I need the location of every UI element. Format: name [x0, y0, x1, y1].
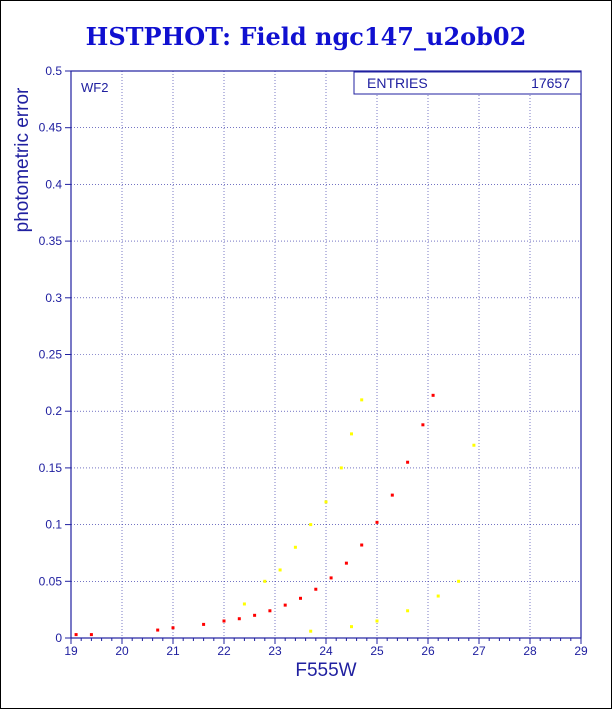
y-tick-label: 0.05	[39, 574, 63, 588]
data-point	[314, 587, 318, 591]
data-point	[89, 633, 93, 637]
x-tick-label: 20	[115, 644, 129, 658]
x-tick-label: 26	[421, 644, 435, 658]
stats-box	[353, 71, 582, 95]
data-point	[375, 520, 379, 524]
y-axis-label: photometric error	[12, 87, 33, 232]
grid-lines	[70, 70, 582, 639]
data-point	[350, 625, 353, 629]
y-tick-label: 0.25	[39, 348, 63, 362]
x-axis-label: F555W	[295, 660, 356, 681]
axis-ticks: 19 20 21 22 23 24 25 26 27 28 29 0 0.05 0.1 0.15 0.2 0.2…	[39, 64, 588, 658]
x-tick-label: 19	[64, 644, 78, 658]
y-tick-label: 0.1	[45, 518, 62, 532]
data-point	[431, 393, 435, 397]
data-point	[253, 613, 257, 617]
x-tick-label: 27	[472, 644, 486, 658]
data-points	[74, 393, 476, 637]
stats-value: 17657	[531, 75, 570, 91]
data-point	[457, 579, 461, 583]
data-point	[360, 398, 364, 402]
data-point	[268, 609, 272, 613]
data-point	[283, 603, 287, 607]
data-point	[242, 602, 246, 606]
data-point	[329, 576, 333, 580]
data-point	[171, 626, 175, 630]
data-point	[299, 596, 302, 600]
data-point	[472, 443, 476, 447]
y-tick-label: 0.3	[45, 291, 62, 305]
x-tick-label: 28	[523, 644, 537, 658]
data-point	[406, 460, 410, 464]
data-point	[156, 628, 160, 632]
y-tick-label: 0.45	[39, 121, 63, 135]
x-tick-label: 22	[217, 644, 231, 658]
data-point	[390, 493, 394, 497]
chart-title: HSTPHOT: Field ngc147_u2ob02	[85, 22, 527, 51]
y-tick-label: 0.2	[45, 404, 62, 418]
data-point	[436, 594, 440, 598]
data-point	[309, 629, 313, 633]
data-point	[278, 568, 282, 572]
data-point	[74, 633, 78, 637]
data-point	[202, 622, 206, 626]
data-point	[360, 543, 364, 547]
data-point	[324, 500, 328, 504]
y-tick-label: 0.4	[45, 177, 62, 191]
data-point	[222, 619, 226, 623]
data-point	[375, 619, 379, 623]
data-point	[339, 466, 343, 470]
y-tick-label: 0	[55, 631, 62, 645]
stats-label: ENTRIES	[367, 75, 428, 91]
y-tick-label: 0.15	[39, 461, 63, 475]
panel-label: WF2	[81, 80, 108, 95]
y-tick-label: 0.35	[39, 234, 63, 248]
x-tick-label: 29	[574, 644, 588, 658]
x-tick-label: 23	[268, 644, 282, 658]
y-tick-label: 0.5	[45, 64, 62, 78]
data-point	[406, 609, 410, 613]
data-point	[421, 423, 425, 427]
x-tick-label: 25	[370, 644, 384, 658]
data-point	[237, 617, 241, 621]
data-point	[344, 561, 348, 565]
x-tick-label: 21	[166, 644, 180, 658]
data-point	[350, 432, 353, 436]
data-point	[309, 523, 313, 527]
data-point	[293, 545, 297, 549]
x-tick-label: 24	[319, 644, 333, 658]
data-point	[263, 579, 267, 583]
